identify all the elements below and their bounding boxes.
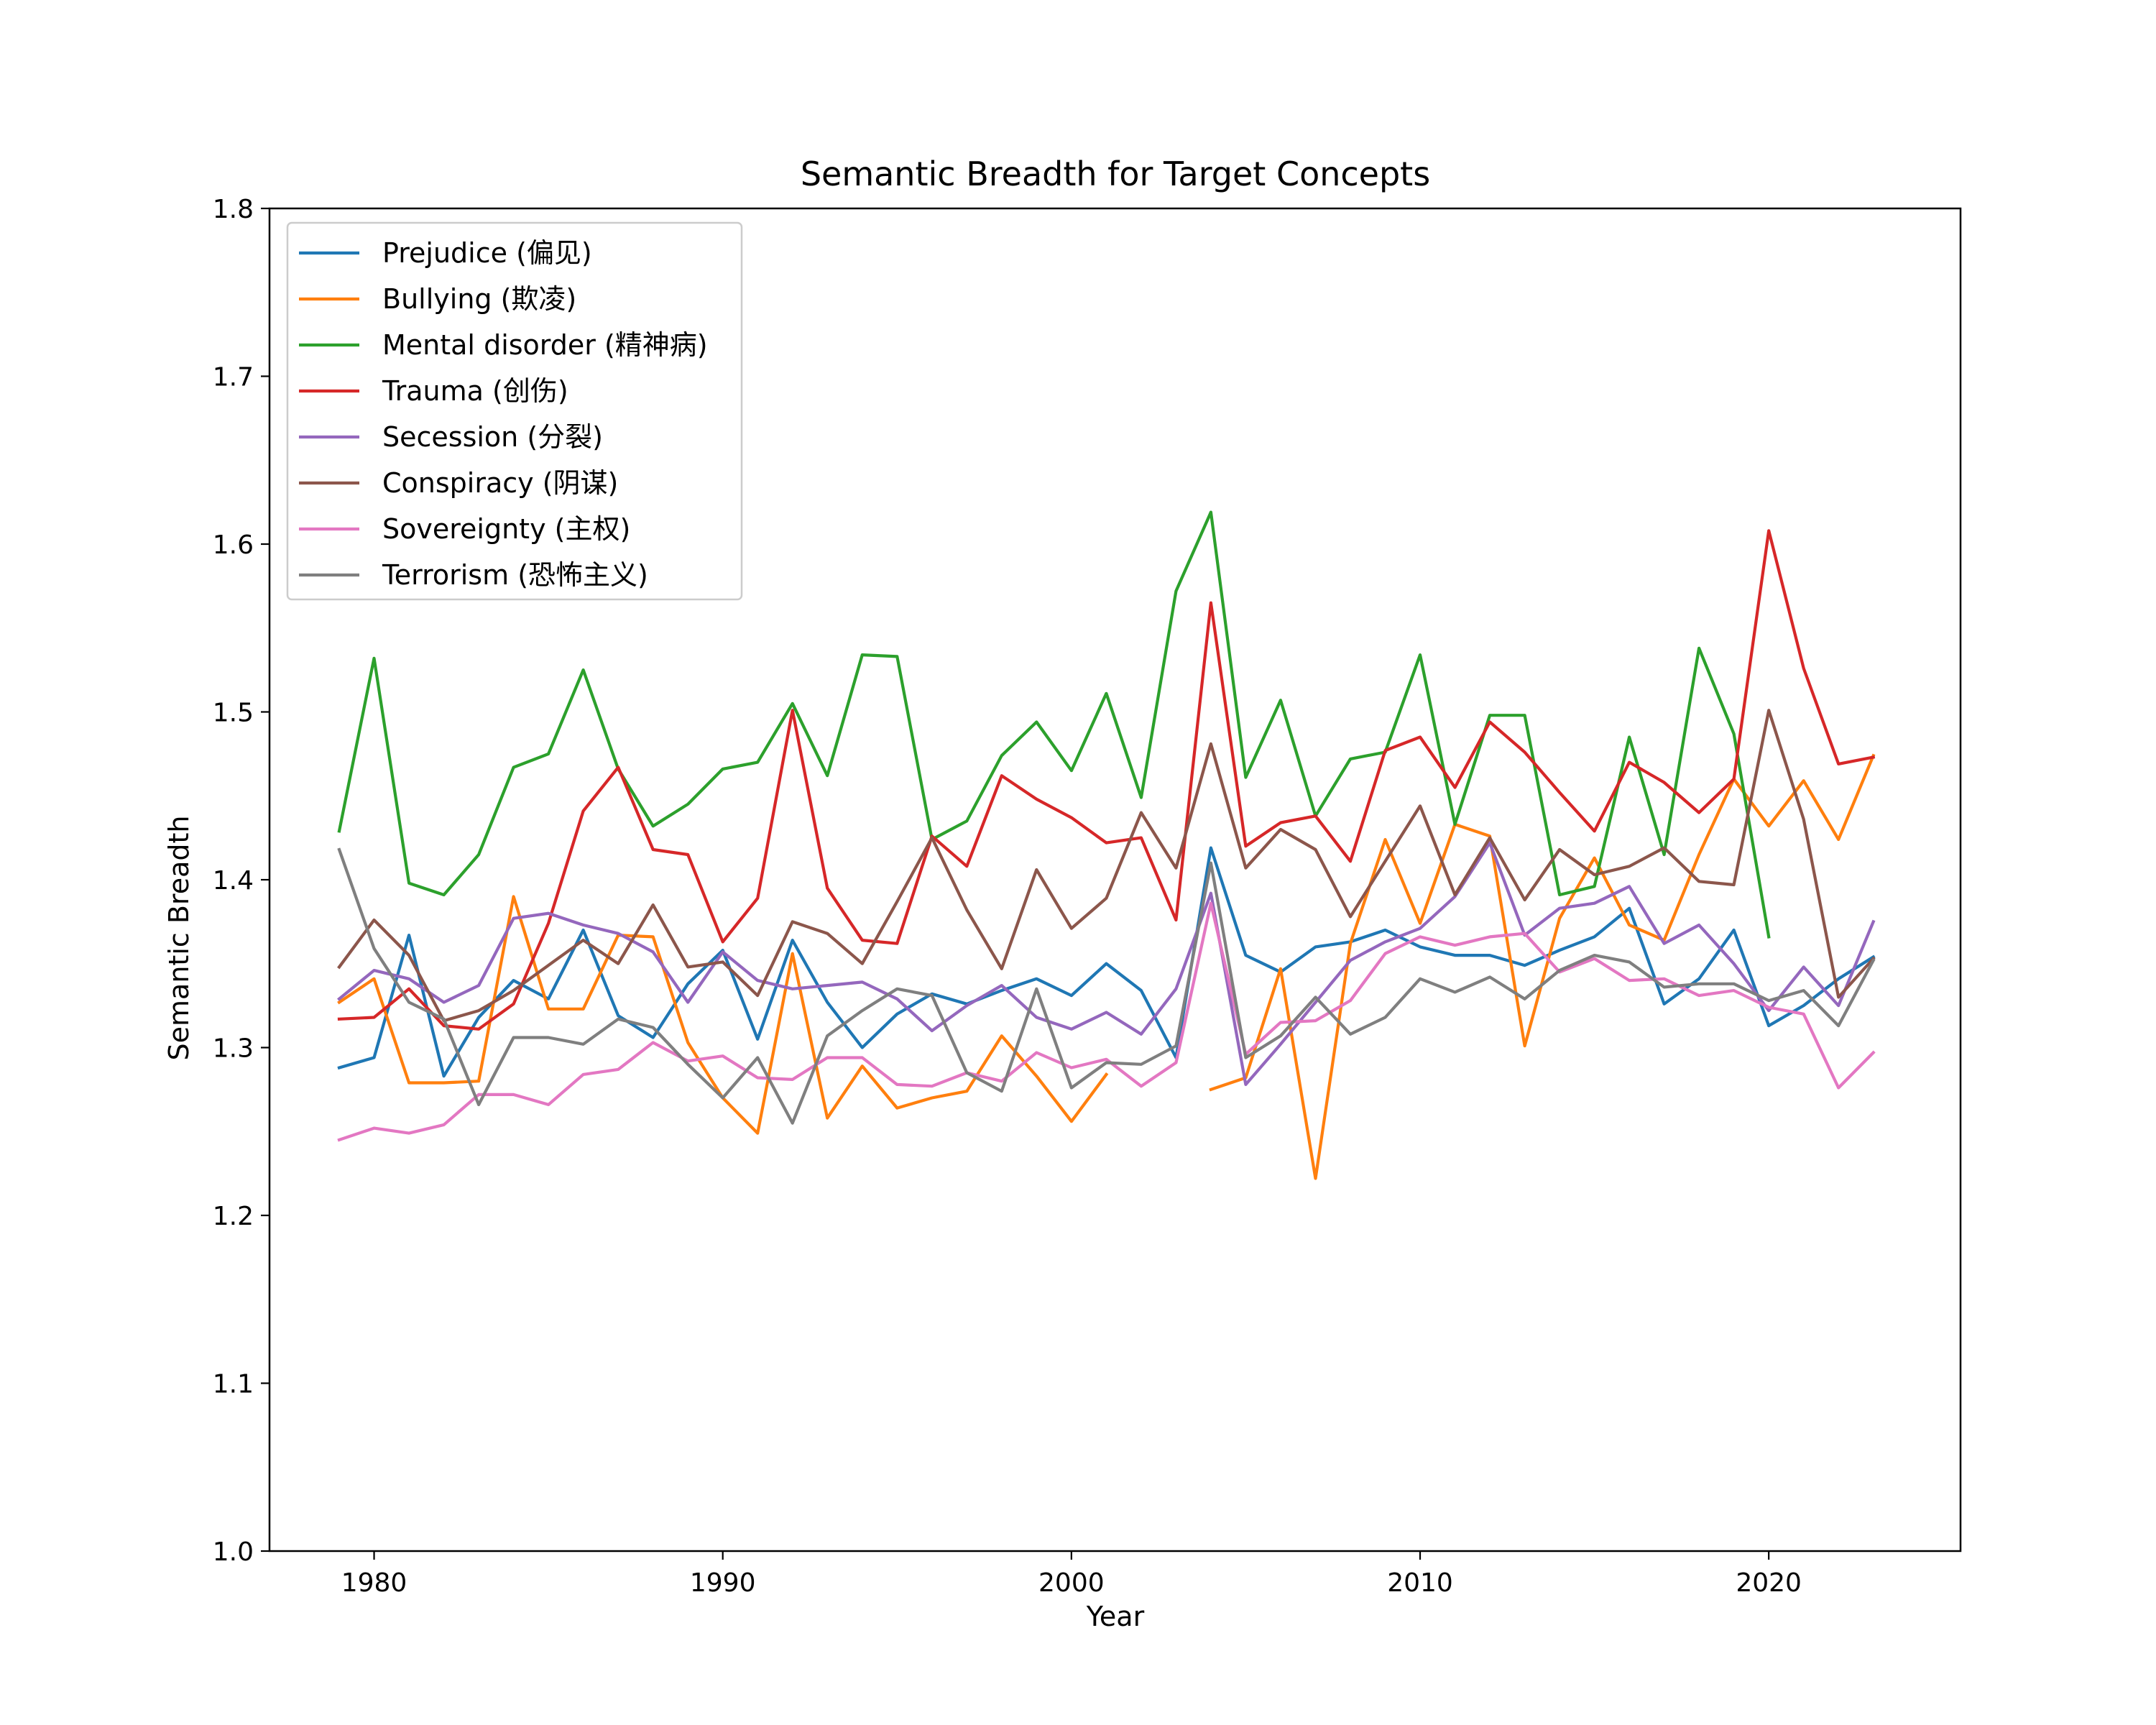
series-line <box>337 847 1876 1125</box>
legend-item: Conspiracy (阴谋) <box>299 467 618 499</box>
legend-label: Sovereignty (主权) <box>382 513 630 545</box>
series-line <box>1209 753 1876 1180</box>
y-tick-label: 1.3 <box>213 1034 254 1064</box>
plot-area: 1980 1990 2000 2010 2020 1.0 1.1 1.2 1.3 1.4 1.5 1.… <box>213 195 1962 1598</box>
legend-item: Trauma (创伤) <box>299 375 568 407</box>
y-tick-label: 1.1 <box>213 1370 254 1399</box>
y-tick-label: 1.6 <box>213 530 254 560</box>
legend-label: Terrorism (恐怖主义) <box>382 559 648 591</box>
legend-box <box>286 221 743 601</box>
x-tick-label: 2020 <box>1736 1568 1802 1598</box>
y-tick-label: 1.0 <box>213 1537 254 1567</box>
legend-label: Bullying (欺凌) <box>382 283 576 315</box>
x-tick-label: 2010 <box>1387 1568 1453 1598</box>
series-line <box>337 901 1876 1142</box>
series-2 <box>337 510 1771 939</box>
legend-item: Sovereignty (主权) <box>299 513 630 545</box>
series-line <box>337 510 1771 939</box>
series-0 <box>337 846 1876 1078</box>
series-4 <box>337 841 1876 1087</box>
series-3 <box>337 529 1876 1031</box>
x-axis-label: Year <box>1086 1601 1145 1632</box>
y-tick-label: 1.8 <box>213 195 254 224</box>
x-tick-label: 1990 <box>690 1568 756 1598</box>
y-axis-label: Semantic Breadth <box>163 816 195 1061</box>
y-tick-label: 1.7 <box>213 363 254 392</box>
y-tick-label: 1.4 <box>213 866 254 896</box>
legend: Prejudice (偏见) Bullying (欺凌) Mental disord… <box>286 221 743 601</box>
series-7 <box>337 847 1876 1125</box>
series-line <box>337 709 1876 1023</box>
legend-label: Trauma (创伤) <box>382 375 568 407</box>
legend-item: Prejudice (偏见) <box>299 237 592 269</box>
legend-item: Secession (分裂) <box>299 421 603 453</box>
series-line <box>337 529 1876 1031</box>
chart-title: Semantic Breadth for Target Concepts <box>801 155 1430 193</box>
legend-item: Terrorism (恐怖主义) <box>299 559 648 591</box>
legend-item: Bullying (欺凌) <box>299 283 576 315</box>
y-tick-label: 1.2 <box>213 1202 254 1231</box>
series-6 <box>337 901 1876 1142</box>
legend-label: Mental disorder (精神病) <box>382 329 708 361</box>
legend-label: Prejudice (偏见) <box>382 237 592 269</box>
series-line <box>337 841 1876 1087</box>
legend-label: Conspiracy (阴谋) <box>382 467 618 499</box>
x-tick-label: 1980 <box>341 1568 407 1598</box>
legend-item: Mental disorder (精神病) <box>299 329 708 361</box>
series-line <box>337 846 1876 1078</box>
x-tick-label: 2000 <box>1038 1568 1105 1598</box>
legend-label: Secession (分裂) <box>382 421 603 453</box>
y-tick-label: 1.5 <box>213 699 254 728</box>
series-5 <box>337 709 1876 1023</box>
